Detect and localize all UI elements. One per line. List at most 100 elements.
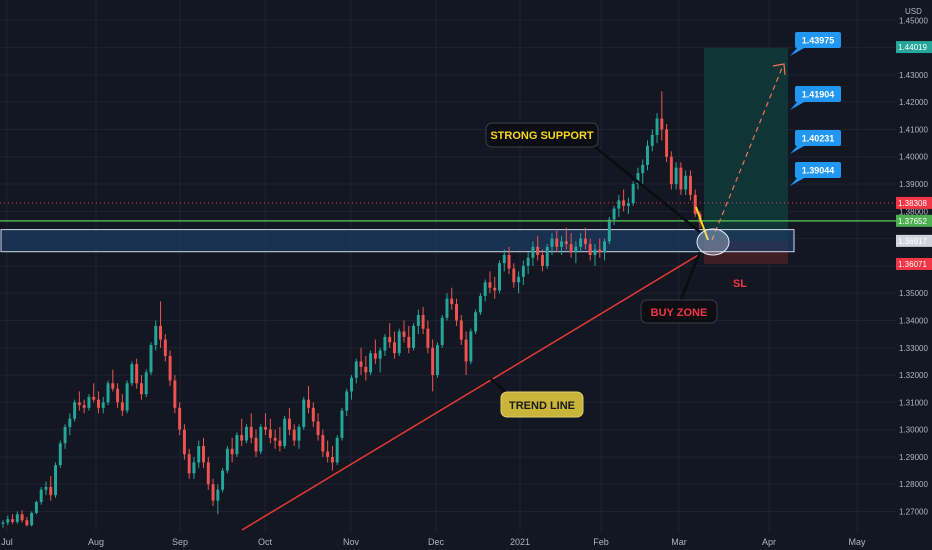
candle-body [593,249,597,255]
candle-body [268,429,272,438]
trend-line[interactable] [241,253,701,531]
candle-body [63,426,67,444]
candle-body [311,407,315,422]
candle-body [54,465,57,496]
candle-body [646,145,649,165]
candle-body [603,241,607,253]
candle-body [517,276,521,283]
price-tick: 1.41000 [899,125,928,134]
candle-body [1,522,5,524]
trend-line-label: TREND LINE [509,400,575,412]
currency-label: USD [905,7,922,16]
strong-support-callout[interactable] [485,122,599,148]
candle-body [68,418,72,427]
candle-body [350,377,353,392]
candle-body [440,317,444,346]
sl-label: SL [733,278,747,290]
target-label-text: 1.43975 [802,36,835,46]
price-label-text: 1.37652 [898,217,927,226]
candle-body [679,167,683,190]
candle-body [583,238,587,245]
candle-body [178,407,182,430]
buy-zone-pointer [678,251,702,303]
candle-body [211,484,215,501]
candle-body [159,325,163,340]
price-label-box [896,214,932,227]
time-tick: May [848,537,866,547]
candle-body [459,320,463,340]
candle-body [345,391,349,411]
candle-body [693,194,697,215]
candle-body [225,448,229,471]
candles [1,91,702,528]
candle-body [660,118,664,130]
target-labels: 1.43975 1.41904 1.40231 1.39044 [790,32,841,186]
time-tick: Oct [258,537,273,547]
candle-body [49,486,53,496]
candle-body [15,514,19,522]
candle-body [77,402,81,406]
price-label-text: 1.44019 [898,43,927,52]
target-label-tail [790,177,806,186]
price-tick: 1.31000 [899,398,928,407]
candle-body [397,331,401,354]
candle-body [622,200,626,206]
candle-body [235,435,239,455]
buy-zone-callout[interactable] [640,299,718,324]
price-label-box [896,234,932,247]
strong-support-label: STRONG SUPPORT [490,130,594,142]
candle-body [607,219,611,242]
candle-body [330,456,334,463]
candle-body [20,514,24,521]
candle-body [536,246,540,255]
candle-body [402,331,406,337]
candle-body [617,200,621,209]
buy-zone-rectangle[interactable] [0,229,795,253]
candle-body [116,388,120,403]
candle-body [407,336,411,348]
candle-body [455,304,459,321]
target-label-text: 1.40231 [802,134,835,144]
candle-body [526,257,530,266]
candle-body [58,443,62,466]
candle-body [202,446,205,463]
trend-line-callout[interactable] [500,391,584,418]
target-label-tail [790,145,806,154]
candle-body [579,238,583,247]
candle-body [111,383,115,389]
price-tick: 1.40000 [899,153,928,162]
candle-body [302,399,306,427]
candle-body [87,396,91,408]
target-label-text: 1.41904 [802,90,835,100]
candle-body [163,339,167,356]
candle-body [478,295,482,313]
projection-arrow-icon [772,63,786,76]
candle-body [154,325,158,346]
price-tick: 1.28000 [899,480,928,489]
price-axis[interactable] [896,0,932,550]
price-label-text: 1.36071 [898,260,927,269]
candle-body [388,336,392,343]
time-axis-ticks: Jul Aug Sep Oct Nov Dec 2021 Feb Mar Apr May [1,537,866,547]
candle-body [469,331,473,362]
candle-body [650,134,654,146]
time-tick: Dec [428,537,445,547]
candle-body [392,342,396,354]
candle-body [378,350,382,359]
price-tick: 1.32000 [899,371,928,380]
candle-body [669,156,673,185]
candle-body [550,238,554,247]
candle-body [665,129,669,157]
candle-body [512,268,516,283]
candle-body [626,203,630,206]
candle-body [240,435,244,441]
candle-body [11,519,15,522]
time-tick: Jul [1,537,13,547]
candle-body [435,345,439,376]
target-label-tail [790,47,806,56]
candle-body [421,315,425,329]
projection-line [711,67,783,241]
candle-body [445,298,449,318]
time-tick: 2021 [510,537,530,547]
